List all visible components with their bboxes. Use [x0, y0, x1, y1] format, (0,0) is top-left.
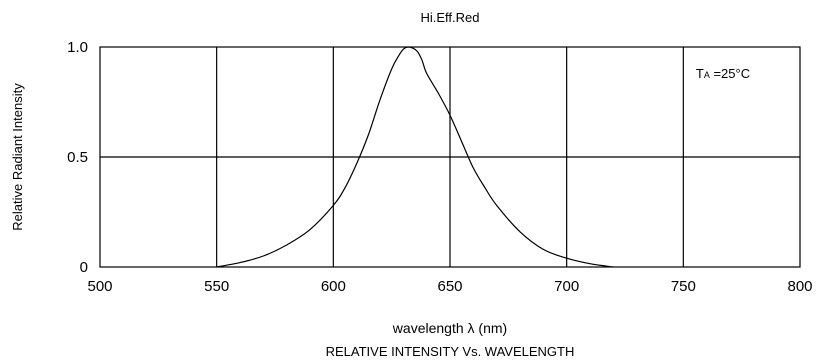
x-tick-label-3: 650 [437, 278, 462, 295]
annotation-rest: =25°C [710, 66, 750, 81]
x-tick-label-5: 750 [671, 278, 696, 295]
y-tick-labels: 0 0.5 1.0 [67, 39, 88, 276]
x-tick-label-6: 800 [787, 278, 812, 295]
annotation-main: T [696, 66, 704, 81]
x-axis-label: wavelength λ (nm) [392, 320, 507, 336]
x-tick-label-1: 550 [204, 278, 229, 295]
series-line-0 [216, 46, 614, 268]
y-tick-label-0: 0 [80, 259, 88, 276]
x-tick-label-2: 600 [321, 278, 346, 295]
chart-caption: RELATIVE INTENSITY Vs. WAVELENGTH [326, 344, 575, 359]
x-tick-label-4: 700 [554, 278, 579, 295]
annotation: TA =25°C [696, 66, 750, 81]
y-tick-label-2: 1.0 [67, 39, 88, 56]
plot-frame [99, 46, 801, 268]
x-tick-labels: 500 550 600 650 700 750 800 [87, 278, 812, 295]
x-tick-label-0: 500 [87, 278, 112, 295]
chart-title: Hi.Eff.Red [420, 10, 479, 25]
grid [100, 47, 800, 267]
series-layer [216, 46, 614, 268]
annotation-sub: A [704, 70, 710, 80]
y-tick-label-1: 0.5 [67, 149, 88, 166]
y-axis-label: Relative Radiant Intensity [10, 83, 25, 231]
